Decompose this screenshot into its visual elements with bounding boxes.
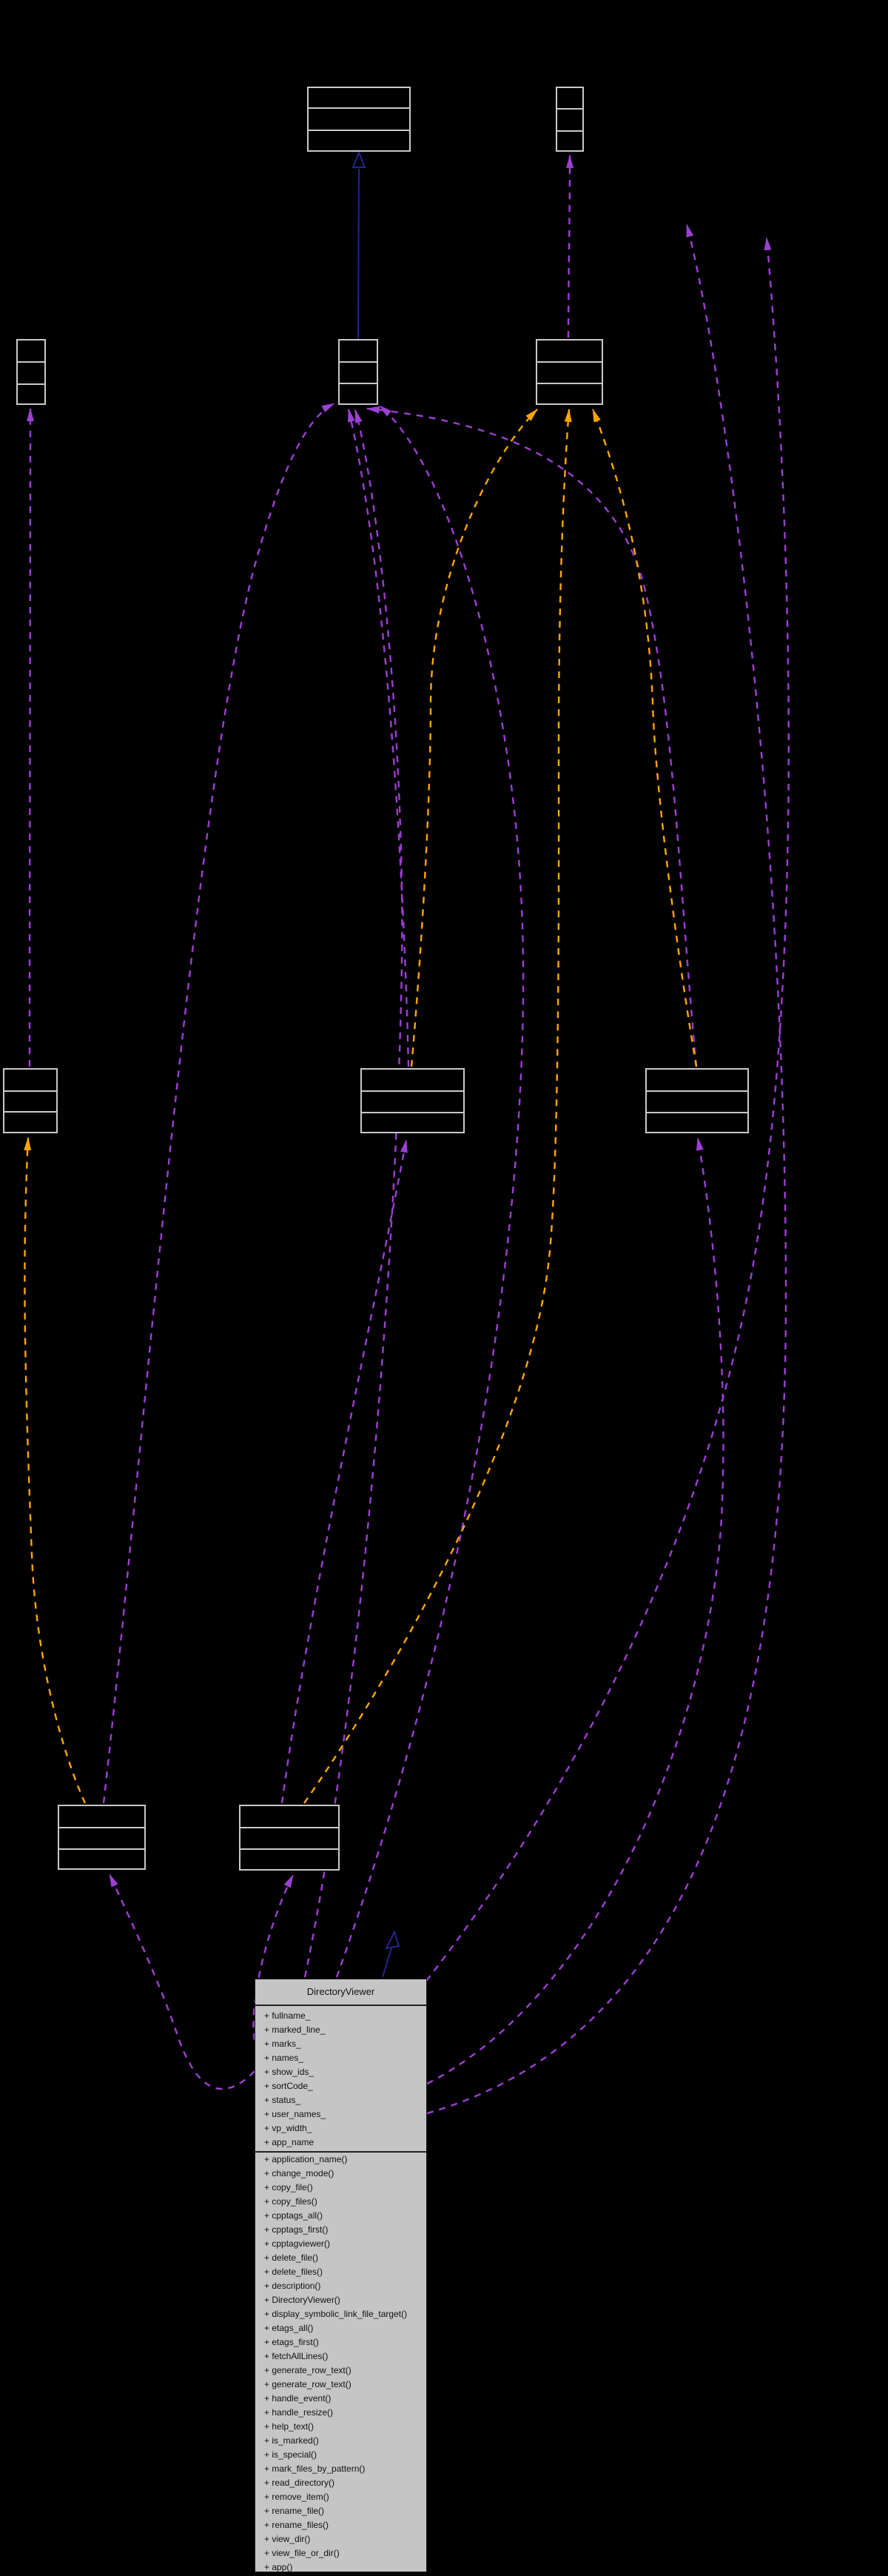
class-member: + copy_file() <box>264 2182 313 2193</box>
class-node-right-upper[interactable] <box>536 339 603 405</box>
template-edge <box>303 409 572 1804</box>
class-member: + generate_row_text() <box>264 2365 352 2375</box>
template-edge <box>24 1137 87 1804</box>
class-member: + vp_width_ <box>264 2123 312 2133</box>
class-member: + rename_file() <box>264 2506 325 2516</box>
compartment-divider <box>309 130 409 131</box>
compartment-divider <box>4 1090 56 1092</box>
compartment-divider <box>240 1827 338 1828</box>
class-member: + marks_ <box>264 2039 301 2049</box>
class-title[interactable]: DirectoryViewer <box>255 1979 426 2006</box>
class-member: + app_name <box>264 2137 314 2147</box>
usage-edge <box>303 409 403 1978</box>
class-node-top-right[interactable] <box>556 87 584 152</box>
compartment-divider <box>647 1090 747 1092</box>
usage-edge <box>366 406 698 1067</box>
class-member: + fetchAllLines() <box>264 2351 329 2361</box>
class-node-left-lower[interactable] <box>58 1805 146 1870</box>
compartment-divider <box>537 383 602 384</box>
compartment-divider <box>362 1112 463 1113</box>
class-member: + cpptagviewer() <box>264 2238 331 2249</box>
class-member: + user_names_ <box>264 2109 326 2119</box>
class-member: + cpptags_first() <box>264 2224 329 2235</box>
usage-edge <box>426 1137 724 2085</box>
inheritance-arrow-icon <box>385 1930 400 1950</box>
class-methods-section: + application_name() + change_mode() + cop… <box>255 2153 426 2575</box>
template-edge <box>410 409 538 1067</box>
compartment-divider <box>18 361 44 363</box>
usage-edge <box>426 224 787 2115</box>
class-member: + rename_files() <box>264 2520 329 2530</box>
class-member: + app() <box>264 2562 293 2572</box>
class-member: + application_name() <box>264 2154 348 2164</box>
class-member: + generate_row_text() <box>264 2379 352 2389</box>
class-member: + fullname_ <box>264 2010 311 2021</box>
compartment-divider <box>59 1827 144 1828</box>
class-member: + cpptags_all() <box>264 2210 323 2221</box>
class-node-mid-upper[interactable] <box>338 339 378 405</box>
class-member: + show_ids_ <box>264 2067 314 2077</box>
class-member: + DirectoryViewer() <box>264 2295 340 2305</box>
usage-edge <box>565 155 574 338</box>
class-member: + help_text() <box>264 2421 314 2432</box>
inheritance-edge-mid <box>357 168 360 340</box>
compartment-divider <box>557 130 582 132</box>
compartment-divider <box>557 108 582 110</box>
class-member: + mark_files_by_pattern() <box>264 2463 366 2474</box>
class-member: + read_directory() <box>264 2478 335 2488</box>
class-node-left-upper[interactable] <box>16 339 46 405</box>
template-edge <box>591 409 698 1067</box>
class-member: + view_file_or_dir() <box>264 2548 340 2558</box>
directory-viewer-class-box[interactable]: DirectoryViewer + fullname_ + marked_line… <box>255 1979 427 2572</box>
class-member: + status_ <box>264 2095 301 2105</box>
compartment-divider <box>340 383 377 384</box>
template-edges <box>24 409 698 1804</box>
class-member: + description() <box>264 2281 321 2291</box>
inheritance-arrow-icon <box>352 150 366 168</box>
class-member: + handle_resize() <box>264 2407 334 2418</box>
inheritance-edge-main <box>382 1948 392 1978</box>
usage-edge <box>108 1874 255 2090</box>
usage-edge <box>280 1139 408 1804</box>
class-member: + delete_file() <box>264 2253 319 2263</box>
class-member: + remove_item() <box>264 2492 329 2502</box>
class-member: + marked_line_ <box>264 2025 326 2035</box>
compartment-divider <box>340 361 377 363</box>
class-member: + is_special() <box>264 2449 317 2460</box>
class-member: + etags_all() <box>264 2323 314 2333</box>
compartment-divider <box>647 1112 747 1113</box>
class-member: + sortCode_ <box>264 2081 313 2091</box>
class-member: + names_ <box>264 2053 304 2063</box>
usage-edge <box>335 405 525 1978</box>
class-attributes-section: + fullname_ + marked_line_ + marks_ + names… <box>255 2006 426 2153</box>
class-node-mid-middle[interactable] <box>360 1068 465 1133</box>
compartment-divider <box>537 361 602 363</box>
usage-edges <box>26 155 790 2115</box>
class-node-left-middle[interactable] <box>3 1068 58 1133</box>
usage-edge <box>426 237 790 1982</box>
class-member: + delete_files() <box>264 2267 323 2277</box>
class-member: + change_mode() <box>264 2168 334 2178</box>
compartment-divider <box>4 1111 56 1113</box>
class-member: + is_marked() <box>264 2435 319 2446</box>
class-member: + copy_files() <box>264 2196 317 2207</box>
class-member: + handle_event() <box>264 2393 332 2404</box>
usage-edge <box>347 409 410 1067</box>
compartment-divider <box>240 1848 338 1850</box>
class-node-mid-lower[interactable] <box>239 1805 340 1871</box>
compartment-divider <box>362 1090 463 1092</box>
inheritance-edges <box>352 150 400 1978</box>
class-node-top-center[interactable] <box>307 87 411 152</box>
compartment-divider <box>18 383 44 385</box>
compartment-divider <box>309 107 409 109</box>
usage-edge <box>252 1874 295 2041</box>
class-node-right-middle[interactable] <box>645 1068 749 1133</box>
class-member: + display_symbolic_link_file_target() <box>264 2309 408 2319</box>
compartment-divider <box>59 1848 144 1850</box>
usage-edge <box>102 402 335 1804</box>
class-member: + view_dir() <box>264 2534 311 2544</box>
class-member: + etags_first() <box>264 2337 319 2347</box>
